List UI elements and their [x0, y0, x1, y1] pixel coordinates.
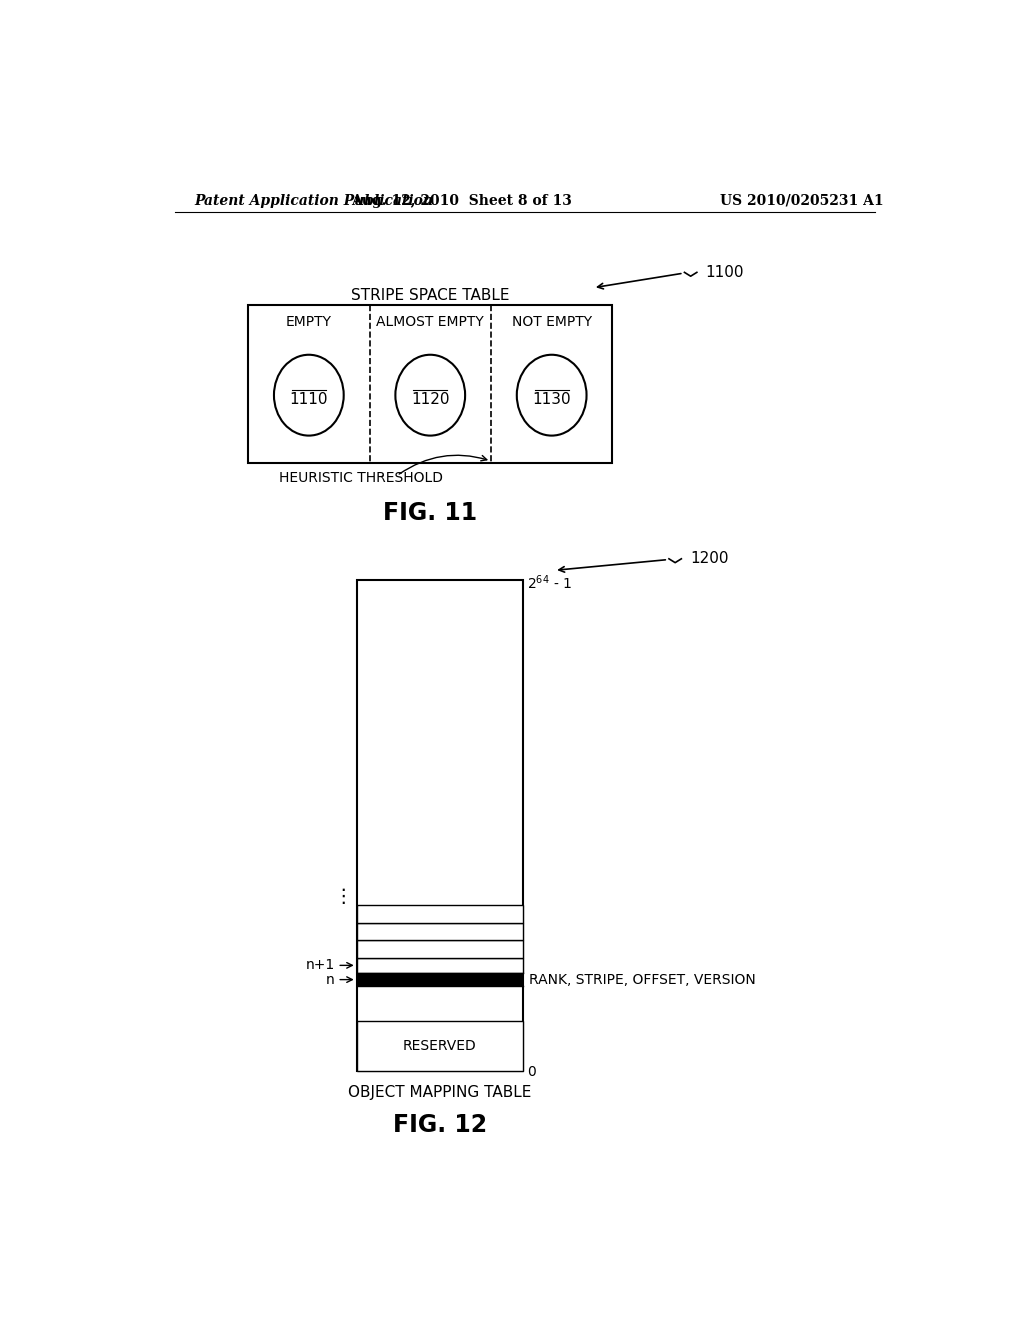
Text: 1110: 1110: [290, 392, 328, 407]
Text: $2^{64}$ - 1: $2^{64}$ - 1: [527, 573, 572, 591]
Text: ALMOST EMPTY: ALMOST EMPTY: [377, 314, 484, 329]
Text: RANK, STRIPE, OFFSET, VERSION: RANK, STRIPE, OFFSET, VERSION: [529, 973, 756, 986]
Bar: [356, 906, 523, 923]
Text: FIG. 11: FIG. 11: [383, 500, 477, 524]
Text: 1100: 1100: [706, 265, 743, 280]
Bar: [248, 305, 612, 462]
Text: Patent Application Publication: Patent Application Publication: [194, 194, 433, 207]
Bar: [356, 923, 523, 940]
Bar: [356, 973, 523, 986]
Ellipse shape: [395, 355, 465, 436]
Text: US 2010/0205231 A1: US 2010/0205231 A1: [721, 194, 884, 207]
Text: Aug. 12, 2010  Sheet 8 of 13: Aug. 12, 2010 Sheet 8 of 13: [351, 194, 571, 207]
Text: HEURISTIC THRESHOLD: HEURISTIC THRESHOLD: [280, 471, 443, 484]
Text: 0: 0: [527, 1065, 536, 1080]
Text: 1200: 1200: [690, 552, 728, 566]
Text: ⋮: ⋮: [333, 887, 352, 906]
Text: 1130: 1130: [532, 392, 571, 407]
Text: n: n: [327, 973, 335, 986]
Text: NOT EMPTY: NOT EMPTY: [512, 314, 592, 329]
Ellipse shape: [517, 355, 587, 436]
Text: 1120: 1120: [411, 392, 450, 407]
Bar: [356, 1020, 523, 1071]
Text: n+1: n+1: [306, 958, 335, 973]
Text: FIG. 12: FIG. 12: [393, 1113, 487, 1137]
Text: OBJECT MAPPING TABLE: OBJECT MAPPING TABLE: [348, 1085, 531, 1100]
Text: STRIPE SPACE TABLE: STRIPE SPACE TABLE: [351, 288, 510, 304]
Bar: [356, 940, 523, 958]
Text: RESERVED: RESERVED: [403, 1039, 477, 1053]
Ellipse shape: [274, 355, 344, 436]
Bar: [356, 958, 523, 973]
Text: EMPTY: EMPTY: [286, 314, 332, 329]
Bar: [356, 581, 523, 1071]
